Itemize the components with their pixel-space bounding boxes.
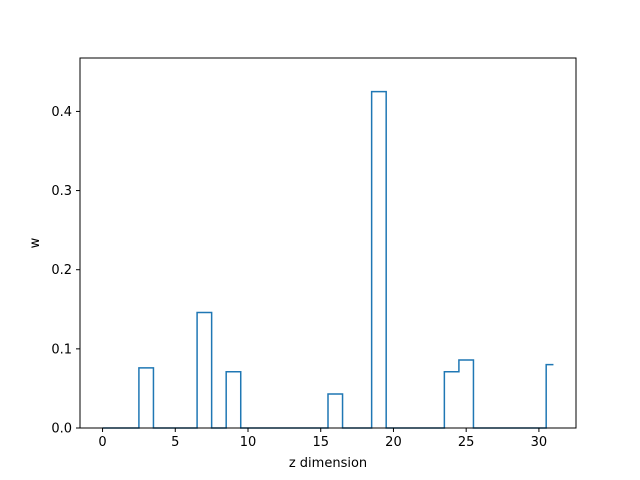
series-line-0: [102, 90, 554, 429]
y-tick-label: 0.4: [51, 105, 72, 120]
axes-frame: [79, 57, 577, 429]
x-tick-label: 30: [531, 435, 548, 450]
x-tick-label: 5: [171, 435, 179, 450]
x-tick-label: 10: [240, 435, 257, 450]
x-axis-ticks: 0 5 10 15 20 25 30: [98, 428, 547, 450]
y-tick-label: 0.0: [51, 422, 72, 437]
y-tick-label: 0.2: [51, 263, 72, 278]
x-tick-label: 20: [385, 435, 402, 450]
y-axis-label: w: [28, 237, 43, 248]
y-axis-ticks: 0.0 0.1 0.2 0.3 0.4: [51, 105, 80, 437]
x-tick-label: 15: [312, 435, 329, 450]
x-axis-label: z dimension: [289, 456, 367, 471]
plot-area: [102, 90, 554, 429]
y-tick-label: 0.1: [51, 342, 72, 357]
x-tick-label: 0: [98, 435, 106, 450]
y-tick-label: 0.3: [51, 184, 72, 199]
x-tick-label: 25: [458, 435, 475, 450]
